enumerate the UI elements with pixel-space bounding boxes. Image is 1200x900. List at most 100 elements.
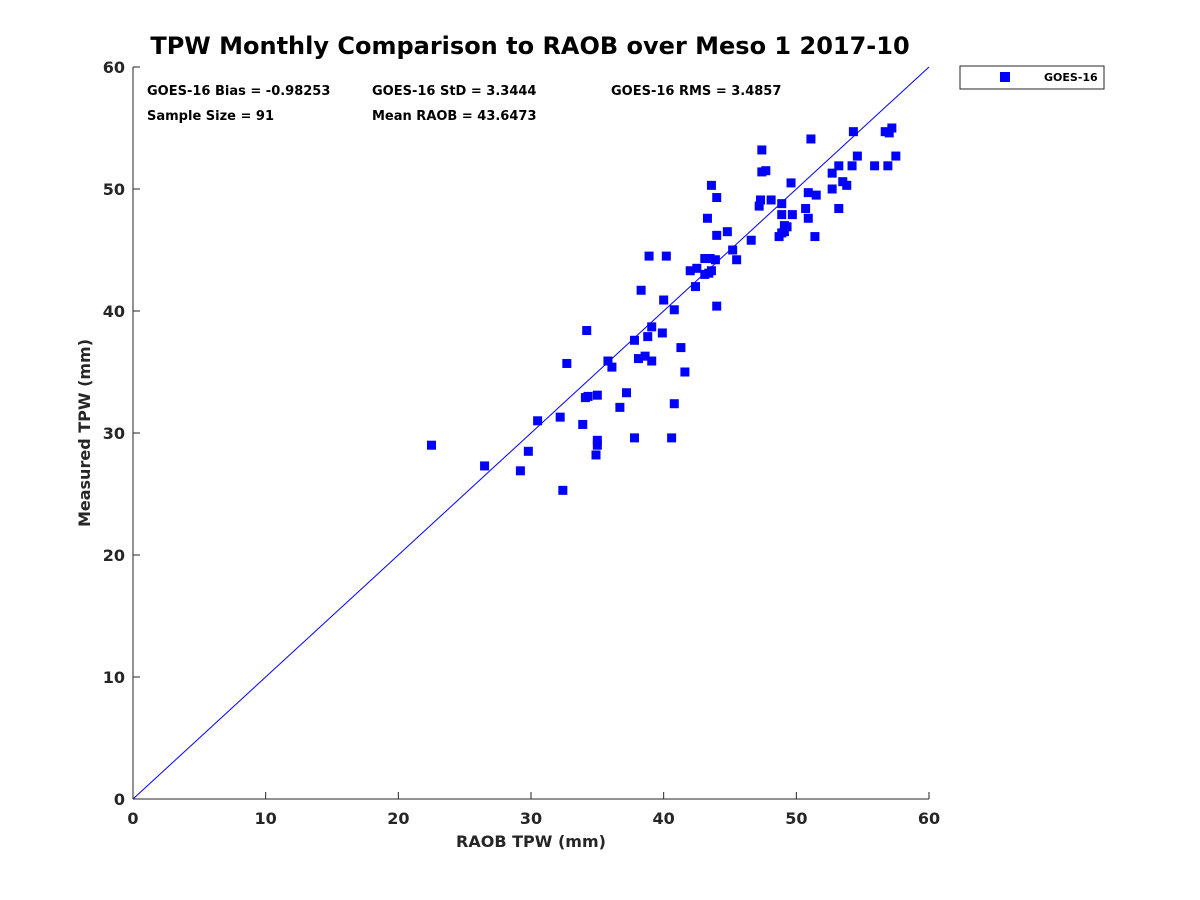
x-axis-label: RAOB TPW (mm) xyxy=(456,832,606,851)
data-point xyxy=(582,326,592,336)
data-point xyxy=(592,390,602,400)
y-tick-label: 10 xyxy=(103,668,125,687)
data-point xyxy=(891,151,901,161)
data-point xyxy=(706,180,716,190)
y-tick-label: 50 xyxy=(103,180,125,199)
data-point xyxy=(533,416,543,426)
stat-rms: GOES-16 RMS = 3.4857 xyxy=(611,84,781,99)
data-points xyxy=(427,123,901,495)
data-point xyxy=(811,190,821,200)
data-point xyxy=(562,358,572,368)
data-point xyxy=(676,343,686,353)
data-point xyxy=(615,402,625,412)
y-tick-label: 0 xyxy=(114,790,125,809)
data-point xyxy=(834,204,844,214)
data-point xyxy=(700,254,710,264)
data-point xyxy=(667,433,677,443)
x-tick-label: 50 xyxy=(785,809,807,828)
data-point xyxy=(732,255,742,265)
data-point xyxy=(801,204,811,214)
data-point xyxy=(777,210,787,220)
stat-sample-size: Sample Size = 91 xyxy=(147,109,274,124)
data-point xyxy=(761,166,771,176)
data-point xyxy=(712,301,722,311)
data-point xyxy=(827,184,837,194)
legend-label-goes-16: GOES-16 xyxy=(1044,71,1098,84)
data-point xyxy=(782,222,792,232)
data-point xyxy=(842,180,852,190)
data-point xyxy=(706,266,716,276)
y-axis-label: Measured TPW (mm) xyxy=(75,339,94,527)
data-point xyxy=(728,245,738,255)
data-point xyxy=(887,123,897,133)
data-point xyxy=(592,440,602,450)
data-point xyxy=(603,356,613,366)
data-point xyxy=(766,195,776,205)
x-tick-label: 0 xyxy=(127,809,138,828)
x-tick-label: 30 xyxy=(520,809,542,828)
data-point xyxy=(884,128,894,138)
data-point xyxy=(803,213,813,223)
x-ticks: 0 10 20 30 40 50 60 xyxy=(127,792,940,828)
x-tick-label: 60 xyxy=(918,809,940,828)
data-point xyxy=(555,412,565,422)
legend-box xyxy=(959,65,1105,90)
one-to-one-reference-line xyxy=(132,66,930,800)
data-point xyxy=(644,251,654,261)
data-point xyxy=(633,354,643,364)
data-point xyxy=(680,367,690,377)
data-point xyxy=(787,210,797,220)
stat-mean-raob: Mean RAOB = 43.6473 xyxy=(372,109,537,124)
data-point xyxy=(870,161,880,171)
y-tick-label: 30 xyxy=(103,424,125,443)
data-point xyxy=(757,145,767,155)
data-point xyxy=(647,356,657,366)
y-tick-label: 20 xyxy=(103,546,125,565)
y-tick-label: 60 xyxy=(103,58,125,77)
data-point xyxy=(578,419,588,429)
data-point xyxy=(592,435,602,445)
data-point xyxy=(848,127,858,137)
data-point xyxy=(712,230,722,240)
data-point xyxy=(669,305,679,315)
stat-std: GOES-16 StD = 3.3444 xyxy=(372,84,536,99)
data-point xyxy=(834,161,844,171)
x-tick-label: 40 xyxy=(653,809,675,828)
data-point xyxy=(523,446,533,456)
data-point xyxy=(691,282,701,292)
stat-bias: GOES-16 Bias = -0.98253 xyxy=(147,84,330,99)
data-point xyxy=(661,251,671,261)
data-point xyxy=(806,134,816,144)
data-point xyxy=(705,254,715,264)
data-point xyxy=(480,461,490,471)
data-point xyxy=(746,235,756,245)
data-point xyxy=(777,199,787,209)
data-point xyxy=(591,450,601,460)
data-point xyxy=(657,328,667,338)
data-point xyxy=(883,161,893,171)
data-point xyxy=(636,285,646,295)
legend: GOES-16 xyxy=(959,65,1105,90)
data-point xyxy=(685,266,695,276)
data-point xyxy=(515,466,525,476)
data-point xyxy=(754,201,764,211)
data-point xyxy=(427,440,436,450)
data-point xyxy=(779,227,789,237)
data-point xyxy=(629,433,639,443)
data-point xyxy=(803,188,813,198)
data-point xyxy=(640,351,650,361)
data-point xyxy=(852,151,862,161)
data-point xyxy=(669,399,679,409)
data-point xyxy=(607,362,617,372)
data-point xyxy=(722,227,732,237)
data-point xyxy=(786,178,796,188)
legend-marker-goes-16 xyxy=(1000,72,1010,82)
x-tick-label: 10 xyxy=(255,809,277,828)
data-point xyxy=(659,295,669,305)
data-point xyxy=(756,195,766,205)
data-point xyxy=(702,213,712,223)
data-point xyxy=(622,388,632,398)
y-tick-label: 40 xyxy=(103,302,125,321)
data-point xyxy=(710,255,720,265)
